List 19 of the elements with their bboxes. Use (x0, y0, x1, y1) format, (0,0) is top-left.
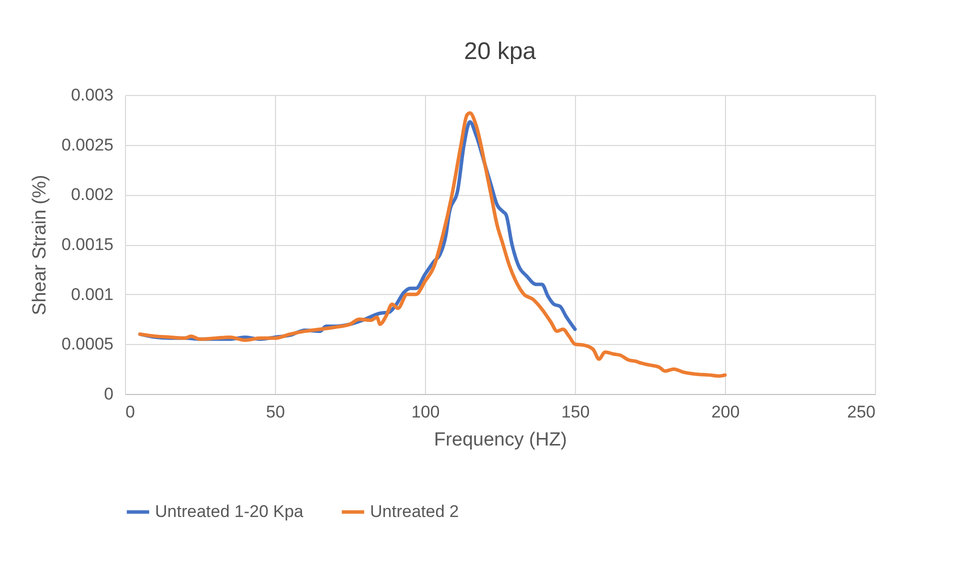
y-tick-label: 0.001 (70, 284, 114, 304)
y-axis-title: Shear Strain (%) (30, 174, 51, 316)
x-tick-label: 150 (561, 402, 590, 422)
x-tick-label: 200 (711, 402, 740, 422)
y-tick-label: 0.0015 (62, 235, 114, 254)
x-tick-label: 100 (411, 402, 440, 422)
x-tick-label: 0 (126, 402, 135, 422)
x-axis-title: Frequency (HZ) (434, 430, 568, 450)
legend-label: Untreated 1-20 Kpa (155, 502, 304, 521)
y-tick-label: 0.0025 (62, 135, 114, 154)
y-tick-label: 0.002 (70, 185, 114, 204)
x-tick-label: 50 (266, 402, 285, 422)
line-series (138, 111, 727, 378)
legend-label: Untreated 2 (370, 502, 459, 521)
y-tick-label: 0.003 (70, 86, 114, 104)
y-tick-label: 0.0005 (62, 334, 114, 354)
chart-title: 20 kpa (464, 38, 537, 65)
y-tick-label: 0 (104, 384, 114, 404)
x-tick-label: 250 (847, 402, 876, 422)
